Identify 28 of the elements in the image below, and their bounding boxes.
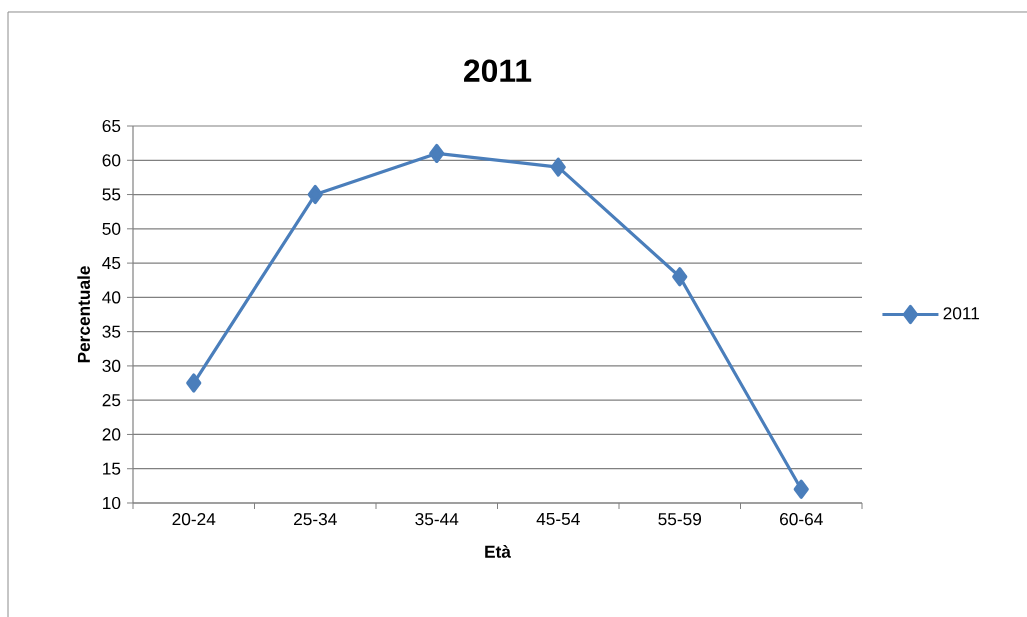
- point: [672, 267, 688, 287]
- y-tick-label: 45: [102, 257, 121, 270]
- point: [429, 143, 445, 164]
- y-tick-label: 25: [102, 394, 121, 407]
- x-tick-label: 45-54: [536, 513, 580, 526]
- y-tick-label: 20: [102, 428, 121, 441]
- y-axis-title: Percentuale: [77, 266, 90, 363]
- y-tick-label: 35: [102, 325, 121, 338]
- x-axis-title: Età: [485, 545, 511, 558]
- x-tick-label: 55-59: [658, 513, 702, 526]
- y-tick-label: 15: [103, 462, 121, 475]
- y-tick-label: 65: [102, 119, 121, 133]
- point: [186, 373, 202, 393]
- y-tick-label: 40: [102, 291, 121, 304]
- x-tick-label: 20-24: [172, 513, 216, 526]
- legend-label: 2011: [943, 307, 979, 320]
- x-tick-label: 60-64: [780, 513, 823, 526]
- point: [793, 479, 809, 499]
- y-tick-label: 30: [102, 359, 121, 373]
- point: [307, 184, 323, 205]
- y-tick-label: 10: [103, 496, 121, 510]
- x-tick-label: 25-34: [294, 513, 337, 526]
- point: [550, 157, 566, 177]
- x-tick-label: 35-44: [415, 513, 459, 526]
- y-tick-label: 60: [102, 154, 121, 167]
- y-tick-label: 55: [102, 188, 121, 201]
- y-tick-label: 50: [102, 222, 121, 235]
- chart-title: 2011: [464, 59, 532, 83]
